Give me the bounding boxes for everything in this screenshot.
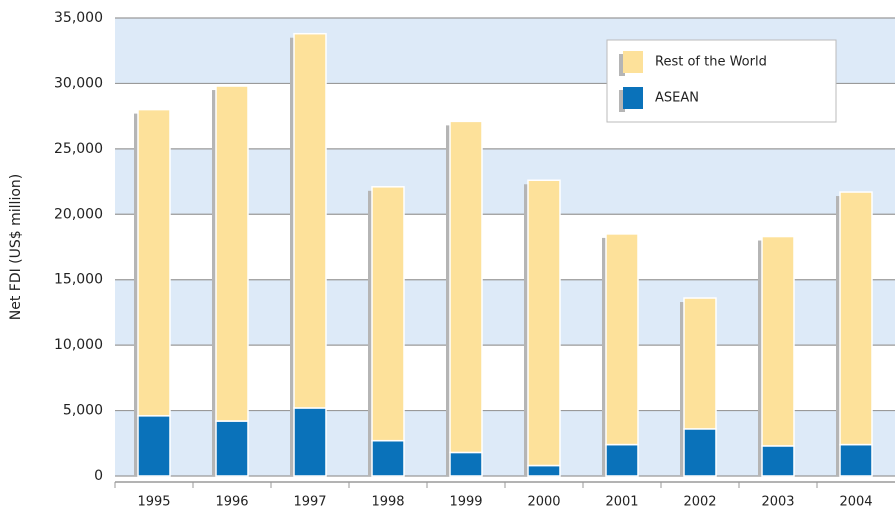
y-tick-label: 0 [94, 468, 103, 484]
bar-shadow [836, 196, 842, 477]
bar [371, 439, 405, 477]
bar [371, 186, 405, 442]
bar [683, 428, 717, 477]
bar-shadow [758, 240, 764, 476]
bar [137, 415, 171, 477]
bar-shadow [524, 184, 530, 476]
bar [761, 235, 795, 447]
x-tick-label: 2004 [839, 495, 872, 510]
y-axis-label: Net FDI (US$ million) [8, 174, 24, 321]
bar-shadow [368, 190, 374, 476]
y-tick-label: 5,000 [63, 403, 103, 419]
bar [761, 445, 795, 477]
legend-swatch [623, 87, 643, 109]
bar [449, 451, 483, 477]
bar-shadow [602, 237, 608, 476]
bar-shadow [134, 113, 140, 476]
bar-shadow [446, 125, 452, 477]
bar [527, 179, 561, 467]
bar [605, 443, 639, 477]
y-tick-label: 10,000 [54, 337, 103, 353]
bar [137, 108, 171, 417]
x-tick-label: 2003 [761, 495, 794, 510]
bar [527, 464, 561, 477]
bar [605, 233, 639, 446]
y-tick-label: 35,000 [54, 10, 103, 26]
bar [683, 297, 717, 430]
legend-label: ASEAN [655, 91, 699, 106]
x-tick-label: 2001 [605, 495, 638, 510]
bar [449, 120, 483, 454]
legend-swatch [623, 51, 643, 73]
bar [839, 443, 873, 477]
bar [215, 420, 249, 477]
x-tick-label: 1999 [449, 495, 482, 510]
bar [293, 32, 327, 409]
bar [215, 85, 249, 422]
x-tick-label: 2002 [683, 495, 716, 510]
y-tick-label: 30,000 [54, 75, 103, 91]
x-tick-label: 1998 [371, 495, 404, 510]
bar [293, 407, 327, 477]
x-tick-label: 1997 [293, 495, 326, 510]
bar-shadow [212, 90, 218, 476]
bar-shadow [680, 302, 686, 476]
bar-shadow [290, 37, 296, 477]
x-tick-label: 1995 [137, 495, 170, 510]
legend-box [606, 39, 837, 123]
y-tick-label: 20,000 [54, 206, 103, 222]
legend-swatch-shadow [619, 90, 625, 112]
x-tick-label: 1996 [215, 495, 248, 510]
bar [839, 191, 873, 446]
y-tick-label: 25,000 [54, 141, 103, 157]
legend-label: Rest of the World [655, 55, 767, 70]
y-tick-label: 15,000 [54, 272, 103, 288]
x-tick-label: 2000 [527, 495, 560, 510]
legend-swatch-shadow [619, 54, 625, 76]
